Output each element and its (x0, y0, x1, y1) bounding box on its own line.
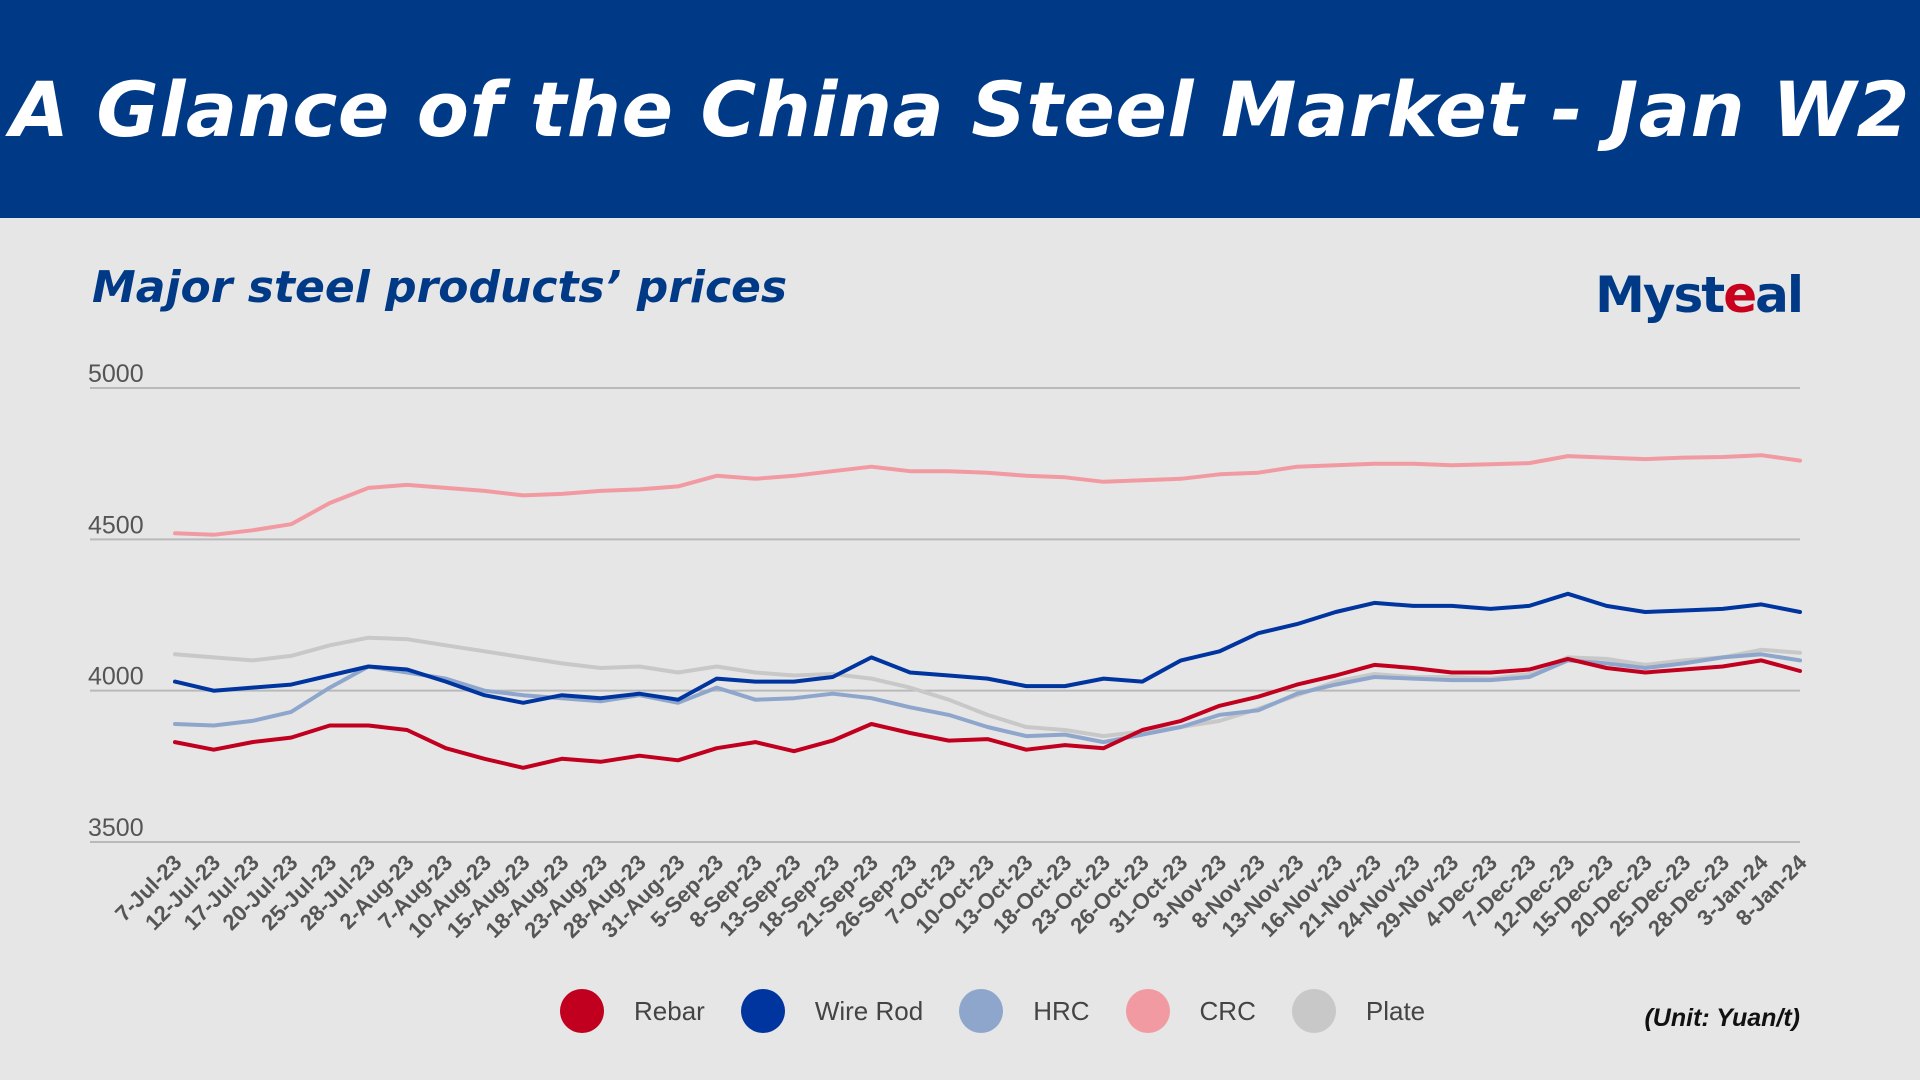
legend-item-plate: Plate (1291, 989, 1426, 1033)
series-line-hrc (173, 652, 1802, 745)
mysteel-logo: Mysteal (1595, 266, 1804, 324)
legend-swatch (959, 989, 1004, 1033)
legend-label: Plate (1365, 995, 1426, 1026)
legend-item-wire-rod: Wire Rod (740, 989, 924, 1033)
legend-item-crc: CRC (1125, 989, 1256, 1033)
y-tick-label: 3500 (88, 814, 144, 842)
series-lines (173, 453, 1802, 770)
y-tick-labels: 3500 4000 4500 5000 (88, 360, 144, 842)
series-line-plate (173, 635, 1802, 739)
legend-swatch (1291, 989, 1336, 1033)
chart-subtitle: Major steel products’ prices (92, 262, 788, 313)
y-tick-label: 5000 (88, 360, 144, 388)
legend-label: CRC (1199, 995, 1256, 1026)
chart-legend: Rebar Wire Rod HRC CRC Plate (560, 988, 1461, 1034)
legend-swatch (560, 989, 604, 1033)
page-title: A Glance of the China Steel Market - Jan… (10, 64, 1910, 154)
x-tick-labels: 7-Jul-2312-Jul-2317-Jul-2320-Jul-2325-Ju… (110, 849, 1812, 942)
unit-note: (Unit: Yuan/t) (1644, 1004, 1800, 1032)
y-tick-label: 4500 (88, 511, 144, 539)
y-tick-label: 4000 (88, 663, 144, 691)
legend-label: Rebar (634, 995, 705, 1026)
logo-text-tail: al (1755, 266, 1804, 324)
header-banner: A Glance of the China Steel Market - Jan… (0, 0, 1920, 218)
legend-item-hrc: HRC (959, 989, 1090, 1033)
logo-text-accent: e (1723, 266, 1757, 324)
legend-swatch (740, 989, 785, 1033)
legend-label: HRC (1033, 995, 1090, 1026)
logo-text-main: Myst (1595, 266, 1725, 324)
series-line-crc (173, 453, 1802, 537)
series-line-rebar (173, 656, 1802, 770)
series-line-wire-rod (173, 591, 1802, 705)
grid-layer (90, 387, 1800, 843)
legend-swatch (1125, 989, 1170, 1033)
legend-label: Wire Rod (814, 995, 924, 1026)
legend-item-rebar: Rebar (560, 989, 705, 1033)
